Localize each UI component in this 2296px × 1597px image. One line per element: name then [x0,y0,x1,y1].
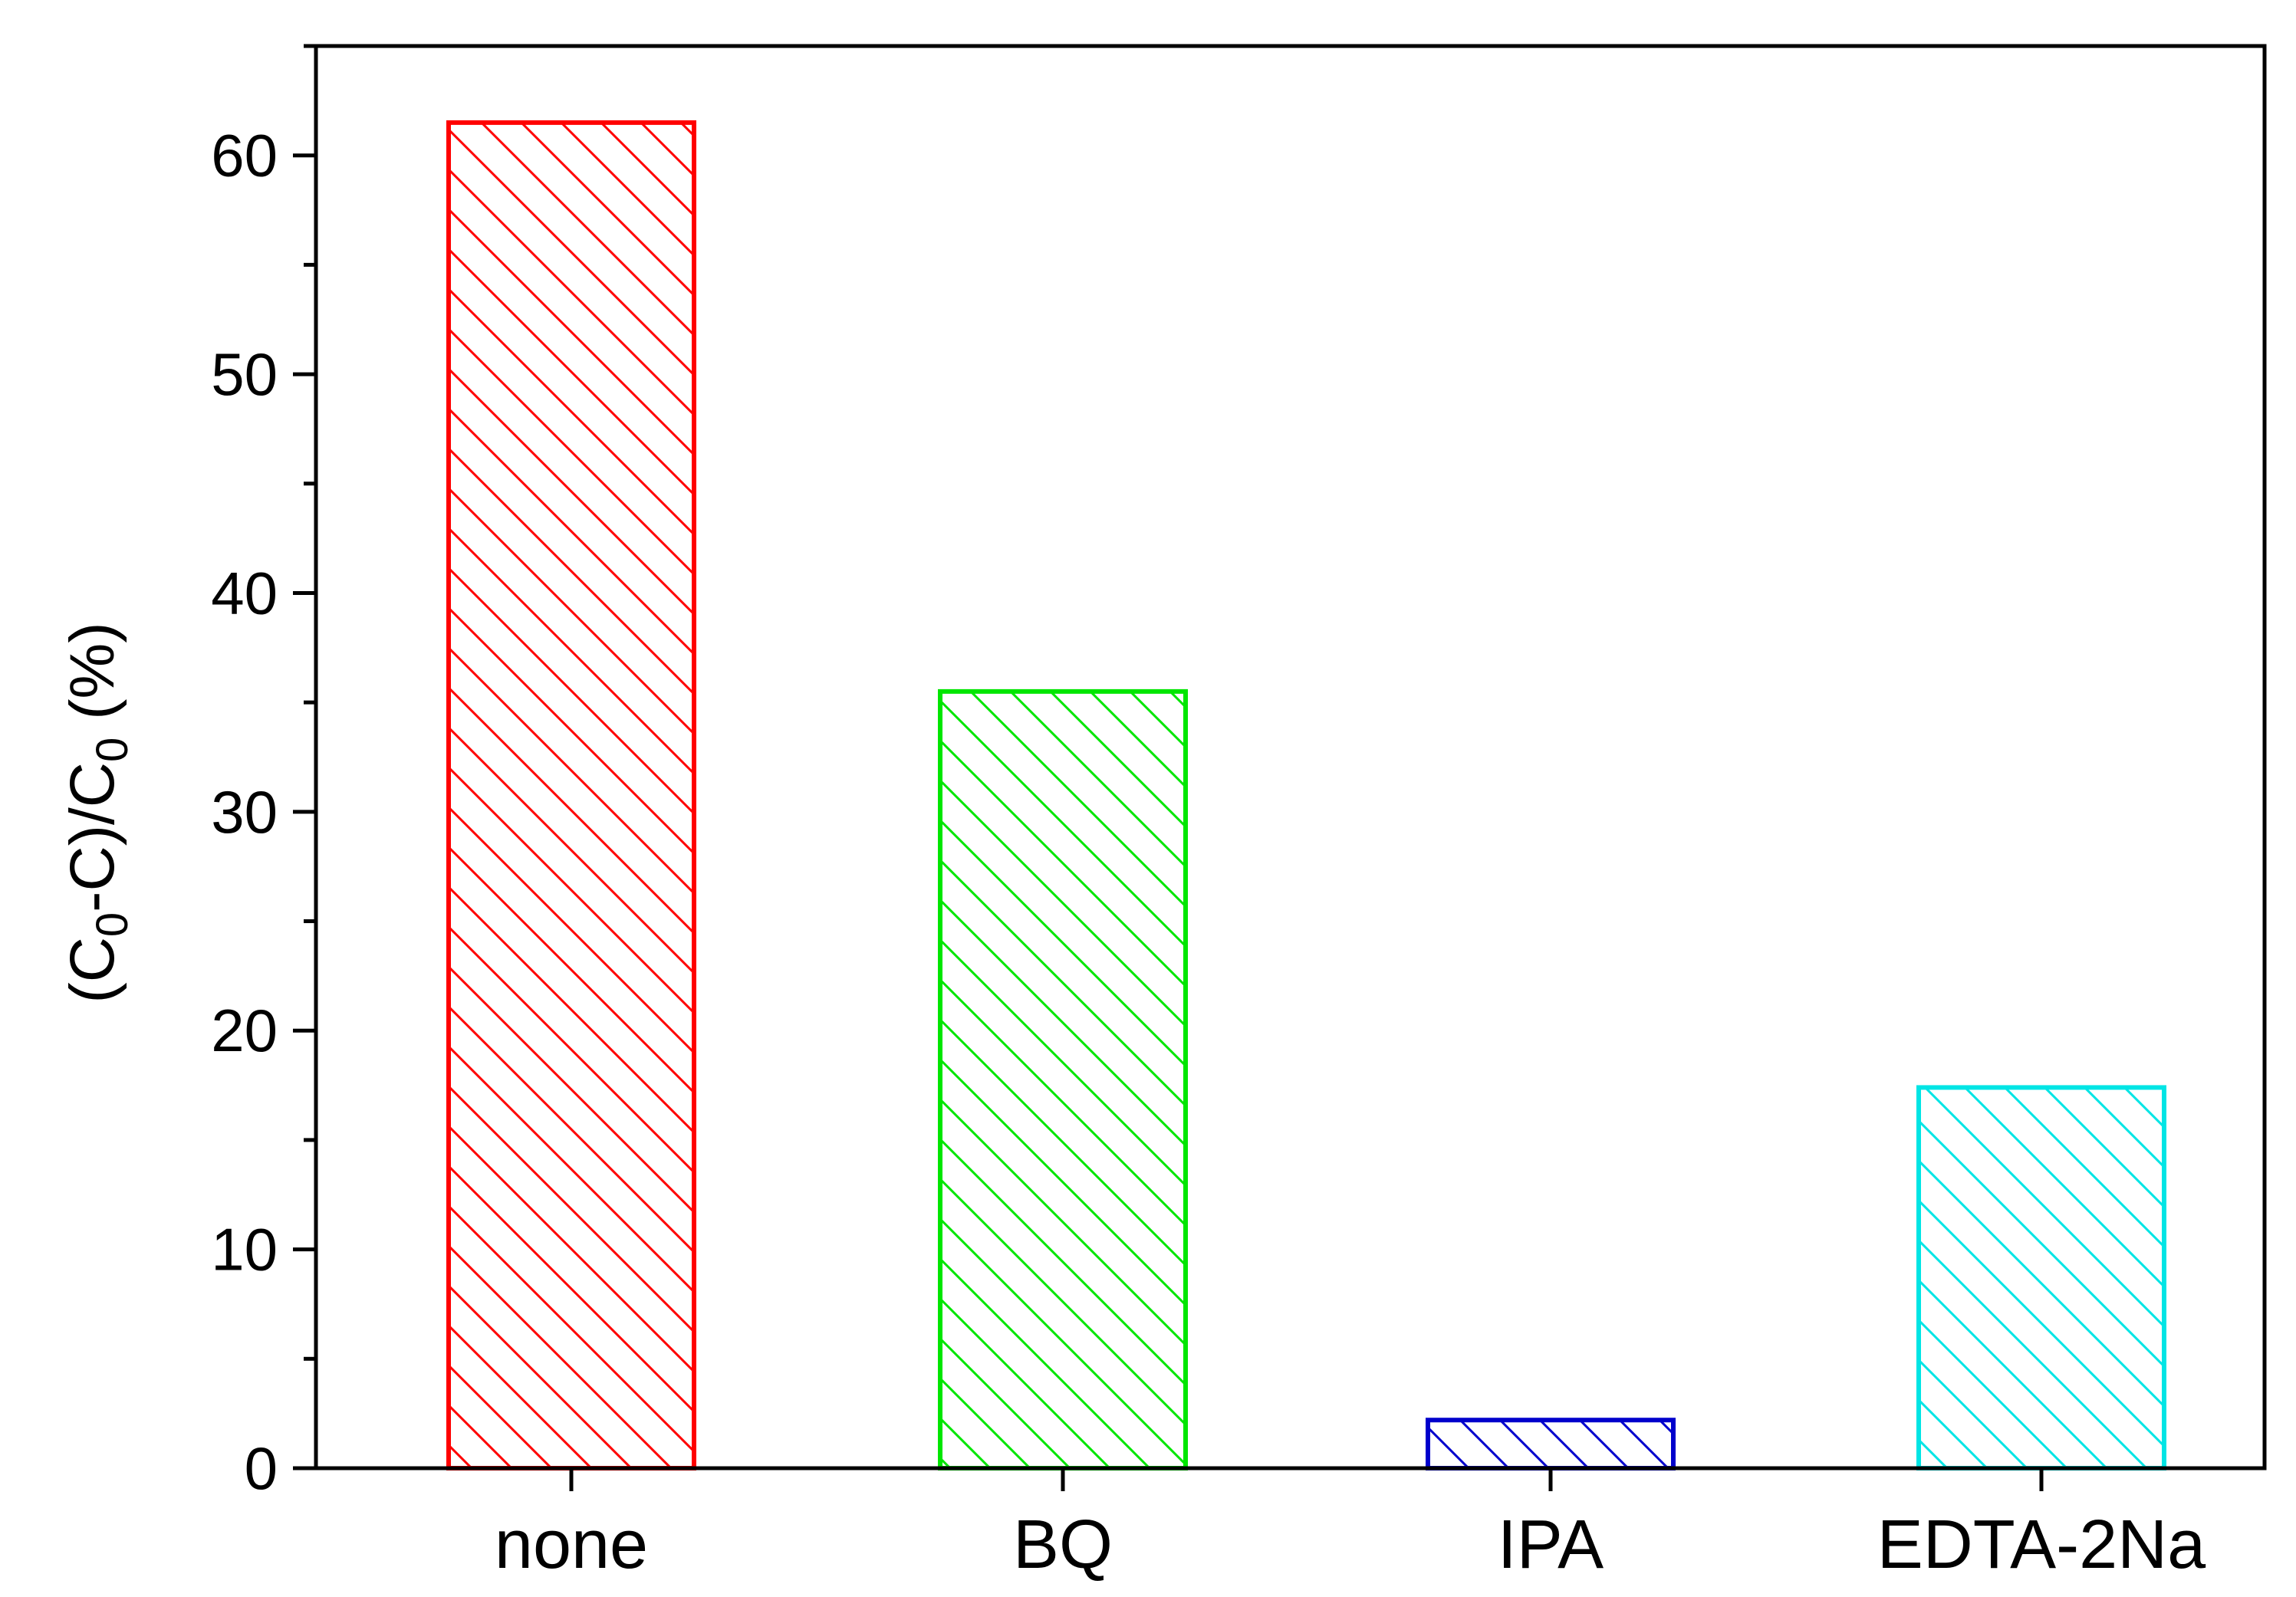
y-axis-title: (C0-C)/C0 (%) [58,622,137,1003]
x-tick-label-edta-2na: EDTA-2Na [1877,1507,2206,1583]
y-tick-label: 20 [211,997,278,1064]
bars-layer [446,120,2166,1471]
y-axis-title-open: (C [58,937,127,1004]
x-axis-ticks: none BQ IPA EDTA-2Na [495,1468,2206,1583]
x-tick-label-none: none [495,1507,648,1583]
x-tick-label-bq: BQ [1013,1507,1113,1583]
x-tick-label-ipa: IPA [1498,1507,1604,1583]
y-axis-title-sub1: 0 [87,912,137,937]
bar-none [446,120,696,1470]
y-tick-label: 60 [211,122,278,189]
y-axis-title-sub2: 0 [87,738,137,762]
y-tick-label: 30 [211,778,278,846]
bar-bq [938,688,1188,1470]
y-tick-label: 10 [211,1216,278,1283]
y-tick-label: 0 [245,1434,278,1502]
bar-edta-2na [1916,1085,2166,1471]
y-axis-title-close: (%) [58,622,127,737]
y-tick-label: 50 [211,340,278,408]
bar-ipa [1426,1418,1676,1470]
y-tick-label: 40 [211,559,278,626]
y-axis-title-mid: -C)/C [58,762,127,912]
y-axis-ticks: 0 10 20 30 40 50 60 [211,44,316,1502]
plot-frame [314,44,2267,1470]
